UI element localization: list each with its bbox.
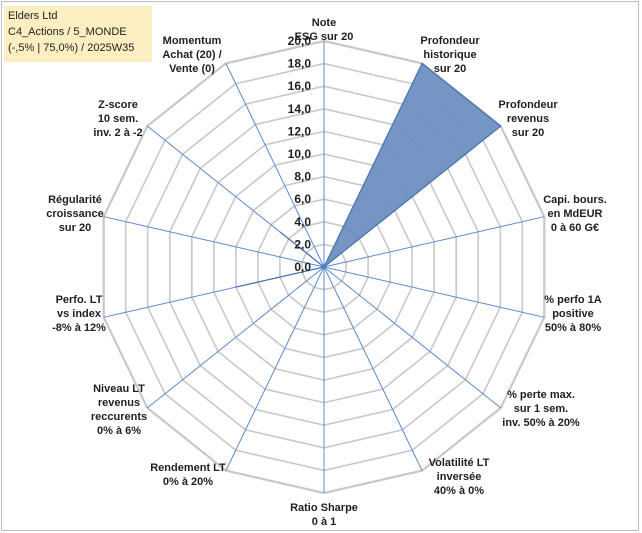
axis-spoke <box>225 63 325 268</box>
axis-label-line: sur 20 <box>59 222 91 234</box>
axis-label-line: revenus <box>98 397 140 409</box>
axis-label: % perte max. sur 1 sem. inv. 50% à 20% <box>502 389 580 429</box>
axis-label-line: croissance <box>46 208 103 220</box>
axis-label-line: Momentum <box>163 35 222 47</box>
tick-label: 10,0 <box>288 147 312 161</box>
axis-label-line: 40% à 0% <box>434 485 484 497</box>
axis-label-line: 0 à 60 G€ <box>551 222 599 234</box>
axis-label: Capi. bours. en MdEUR 0 à 60 G€ <box>543 194 607 234</box>
axis-label-line: inv. 50% à 20% <box>502 417 580 429</box>
axis-label-line: sur 20 <box>434 63 466 75</box>
tick-label: 0,0 <box>294 260 311 274</box>
axis-label: Rendement LT 0% à 20% <box>150 462 226 488</box>
company-name: Elders Ltd <box>8 10 58 22</box>
tick-label: 18,0 <box>288 57 312 71</box>
series-area <box>235 62 502 288</box>
axis-label: Niveau LT revenus reccurents 0% à 6% <box>91 383 147 437</box>
axis-spoke <box>323 266 502 409</box>
tick-label-layer: 0,0 2,0 4,0 6,0 8,0 10,0 12,0 14,0 16,0 18,0 20,0 <box>288 34 312 274</box>
axis-label-layer: Note ESG sur 20 Profondeur historique sur 20… <box>46 17 607 528</box>
axis-label-line: 50% à 80% <box>545 322 601 334</box>
axis-label: Profondeur revenus sur 20 <box>498 99 558 139</box>
axis-label-line: Rendement LT <box>150 462 226 474</box>
tick-label: 2,0 <box>294 237 311 251</box>
axis-label: Z-score 10 sem. inv. 2 à -2 <box>93 99 142 139</box>
axis-label-line: reccurents <box>91 411 147 423</box>
period-stats: (-,5% | 75,0%) / 2025W35 <box>8 42 135 54</box>
axis-label-line: 0% à 6% <box>97 425 141 437</box>
axis-spoke <box>103 216 325 268</box>
axis-spoke <box>323 216 545 268</box>
axis-label-line: Régularité <box>48 194 102 206</box>
axis-label-line: Capi. bours. <box>543 194 607 206</box>
axis-label-line: inv. 2 à -2 <box>93 127 142 139</box>
axis-label-line: vs index <box>57 308 102 320</box>
axis-label-line: en MdEUR <box>548 208 603 220</box>
tick-label: 12,0 <box>288 124 312 138</box>
axis-label-line: % perte max. <box>507 389 575 401</box>
axis-label: Note ESG sur 20 <box>295 17 354 43</box>
axis-label-line: Perfo. LT <box>56 294 103 306</box>
axis-label-line: Volatilité LT <box>429 457 490 469</box>
axis-label-line: 0% à 20% <box>163 476 213 488</box>
tick-label: 8,0 <box>294 170 311 184</box>
axis-label-line: Niveau LT <box>93 383 145 395</box>
axis-spoke <box>323 266 545 318</box>
axis-label-line: inversée <box>437 471 482 483</box>
axis-label-line: 0 à 1 <box>312 516 336 528</box>
info-box: Elders Ltd C4_Actions / 5_MONDE (-,5% | … <box>4 6 152 62</box>
axis-label-line: 10 sem. <box>98 113 138 125</box>
series-layer <box>235 62 502 288</box>
axis-spoke <box>225 266 325 471</box>
axis-label-line: positive <box>552 308 594 320</box>
tick-label: 16,0 <box>288 79 312 93</box>
axis-label-line: -8% à 12% <box>52 322 106 334</box>
axis-label-line: Achat (20) / <box>162 49 221 61</box>
axis-spoke <box>146 266 325 409</box>
axis-label-line: ESG sur 20 <box>295 31 354 43</box>
axis-label-line: sur 20 <box>512 127 544 139</box>
tick-label: 4,0 <box>294 215 311 229</box>
tick-label: 6,0 <box>294 192 311 206</box>
axis-label-line: sur 1 sem. <box>514 403 568 415</box>
axis-label-line: Z-score <box>98 99 138 111</box>
portfolio-category: C4_Actions / 5_MONDE <box>8 26 127 38</box>
axis-label: Profondeur historique sur 20 <box>420 35 480 75</box>
axis-label-line: Profondeur <box>498 99 558 111</box>
axis-label: Perfo. LT vs index -8% à 12% <box>52 294 106 334</box>
axis-label: Volatilité LT inversée 40% à 0% <box>429 457 490 497</box>
tick-label: 14,0 <box>288 102 312 116</box>
axis-label: Régularité croissance sur 20 <box>46 194 103 234</box>
axis-label: Momentum Achat (20) / Vente (0) <box>162 35 221 75</box>
axis-label-line: Note <box>312 17 336 29</box>
tick-label: 20,0 <box>288 34 312 48</box>
axis-label-line: Profondeur <box>420 35 480 47</box>
axis-label: % perfo 1A positive 50% à 80% <box>544 294 602 334</box>
axis-label-line: Vente (0) <box>169 63 215 75</box>
axis-label-line: % perfo 1A <box>544 294 602 306</box>
axis-label-line: Ratio Sharpe <box>290 502 358 514</box>
axis-label: Ratio Sharpe 0 à 1 <box>290 502 358 528</box>
axis-label-line: historique <box>423 49 476 61</box>
axis-spoke <box>323 266 423 471</box>
axis-label-line: revenus <box>507 113 549 125</box>
